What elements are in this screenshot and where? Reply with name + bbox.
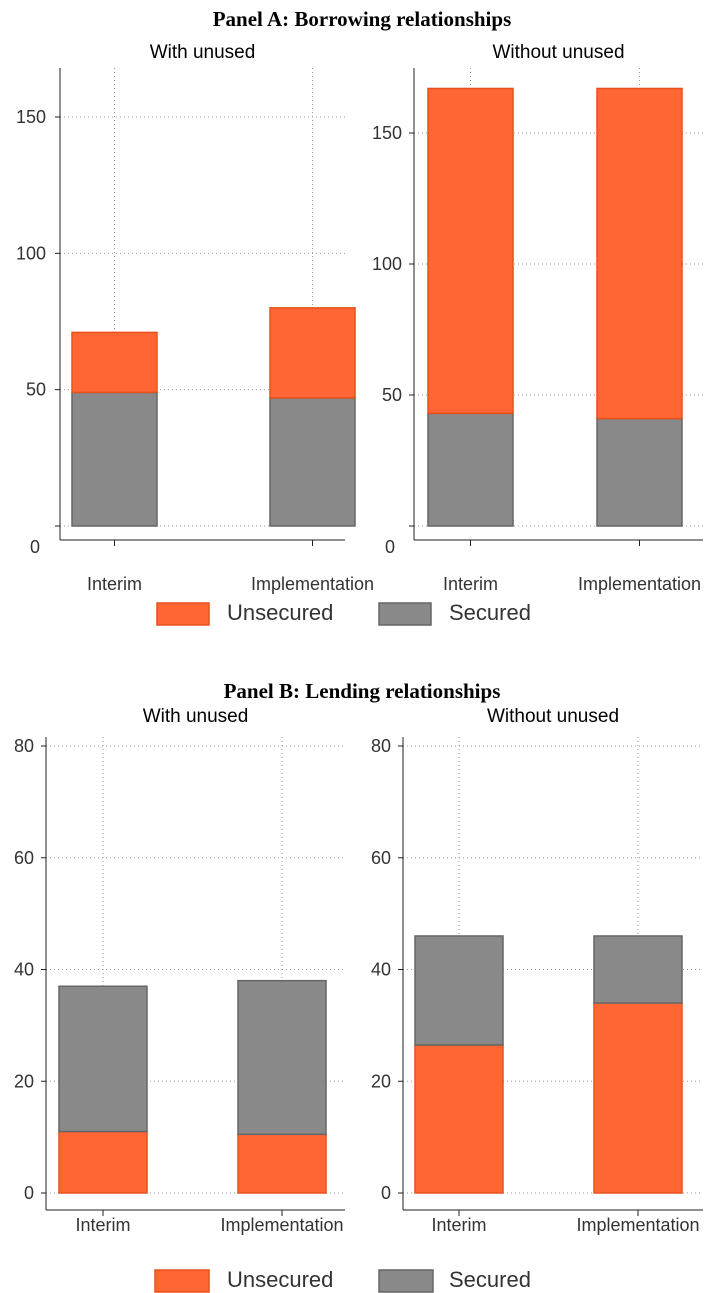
legend-secured-label: Secured xyxy=(449,1267,531,1292)
bar-interim-secured xyxy=(58,985,148,1133)
y-tick-label: 100 xyxy=(372,254,402,274)
x-tick-label-implementation: Implementation xyxy=(251,574,374,594)
y-tick-label: 40 xyxy=(371,960,391,980)
chart-subtitle: Without unused xyxy=(492,42,624,63)
legend-unsecured-label: Unsecured xyxy=(227,600,333,625)
y-tick-label: 60 xyxy=(371,848,391,868)
bar-interim-unsecured xyxy=(71,331,158,394)
chart-subtitle: Without unused xyxy=(487,706,619,727)
chart-lending-without-unused: Without unused 0 20 40 60 80 Interim Implementa… xyxy=(371,706,703,1235)
legend-secured-label: Secured xyxy=(449,600,531,625)
chart-subtitle: With unused xyxy=(143,706,249,727)
y-tick-label: 100 xyxy=(16,243,46,263)
bar-implementation-unsecured xyxy=(593,1002,683,1194)
x-tick-label-interim: Interim xyxy=(431,1215,486,1235)
chart-borrowing-without-unused: Without unused 0 50 100 150 Interim Implementa… xyxy=(372,42,703,594)
chart-subtitle: With unused xyxy=(150,42,256,63)
legend-unsecured-label: Unsecured xyxy=(227,1267,333,1292)
bar-interim-secured xyxy=(414,935,504,1046)
x-tick-label-interim: Interim xyxy=(87,574,142,594)
panel-a-title: Panel A: Borrowing relationships xyxy=(213,7,512,31)
y-tick-label: 150 xyxy=(372,123,402,143)
y-tick-label: 60 xyxy=(14,848,34,868)
bar-interim-unsecured xyxy=(58,1130,148,1194)
x-tick-label-implementation: Implementation xyxy=(220,1215,343,1235)
legend-unsecured-swatch xyxy=(156,602,210,626)
y-tick-label: 50 xyxy=(382,385,402,405)
bar-interim-secured xyxy=(427,412,514,527)
bar-interim-unsecured xyxy=(427,87,514,415)
y-tick-label: 150 xyxy=(16,107,46,127)
y-tick-label: 40 xyxy=(14,960,34,980)
y-tick-label: 20 xyxy=(371,1071,391,1091)
legend-secured-swatch xyxy=(378,1269,434,1293)
chart-borrowing-with-unused: With unused 0 50 100 150 Interim Implementatio… xyxy=(16,42,374,594)
panel-b-title: Panel B: Lending relationships xyxy=(224,679,501,703)
bar-implementation-unsecured xyxy=(269,307,356,399)
bar-implementation-secured xyxy=(596,417,683,527)
chart-lending-with-unused: With unused 0 20 40 60 80 Interim Implementatio… xyxy=(14,706,345,1235)
bar-implementation-secured xyxy=(237,979,327,1136)
legend-unsecured-swatch xyxy=(154,1269,210,1293)
y-tick-label: 0 xyxy=(24,1183,34,1203)
bar-implementation-unsecured xyxy=(237,1133,327,1194)
y-tick-label: 20 xyxy=(14,1071,34,1091)
x-tick-label-interim: Interim xyxy=(75,1215,130,1235)
bar-interim-unsecured xyxy=(414,1044,504,1194)
y-tick-label: 0 xyxy=(30,537,40,557)
x-tick-label-implementation: Implementation xyxy=(578,574,701,594)
legend-panel-a: Unsecured Secured xyxy=(156,600,531,626)
y-tick-label: 80 xyxy=(371,736,391,756)
x-tick-label-implementation: Implementation xyxy=(576,1215,699,1235)
y-tick-label: 0 xyxy=(385,537,395,557)
bar-implementation-secured xyxy=(593,935,683,1004)
bar-implementation-unsecured xyxy=(596,87,683,420)
legend-panel-b: Unsecured Secured xyxy=(154,1267,531,1293)
bar-implementation-secured xyxy=(269,397,356,527)
x-tick-label-interim: Interim xyxy=(443,574,498,594)
y-tick-label: 50 xyxy=(26,380,46,400)
y-tick-label: 0 xyxy=(381,1183,391,1203)
legend-secured-swatch xyxy=(378,602,432,626)
y-tick-label: 80 xyxy=(14,736,34,756)
bar-interim-secured xyxy=(71,391,158,527)
